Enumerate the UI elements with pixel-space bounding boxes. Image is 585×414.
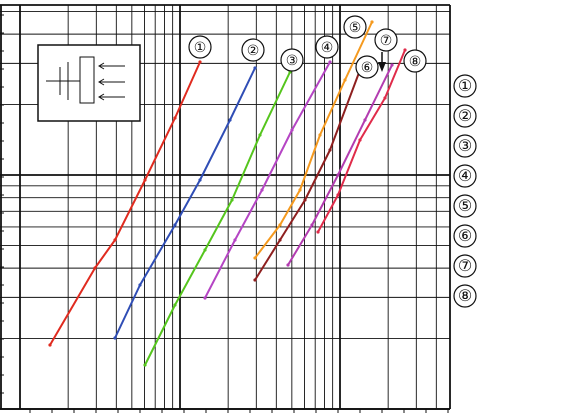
legend-label: ⑦ bbox=[457, 256, 473, 275]
series-point-5 bbox=[370, 20, 374, 24]
series-point-7 bbox=[390, 63, 394, 67]
series-point-3 bbox=[143, 363, 147, 367]
series-label-circle bbox=[188, 35, 212, 59]
series-label: ⑦ bbox=[380, 33, 393, 49]
series-point-7 bbox=[310, 223, 314, 227]
series-point-2 bbox=[173, 223, 177, 227]
series-point-7 bbox=[336, 173, 340, 177]
legend-item: ⑤ bbox=[452, 192, 482, 222]
series-point-2 bbox=[228, 118, 232, 122]
legend-item: ⑧ bbox=[452, 282, 482, 312]
series-point-8 bbox=[383, 96, 387, 100]
series-point-2 bbox=[113, 336, 117, 340]
series-point-2 bbox=[198, 178, 202, 182]
series-label-circle bbox=[374, 28, 398, 52]
series-line-2 bbox=[114, 67, 256, 339]
series-point-4 bbox=[328, 60, 332, 64]
series-label: ④ bbox=[321, 40, 334, 56]
series-point-2 bbox=[253, 66, 257, 70]
series-point-8 bbox=[336, 193, 340, 197]
series-point-6 bbox=[303, 198, 307, 202]
series-label-circle bbox=[241, 38, 265, 62]
legend-label: ① bbox=[457, 76, 473, 95]
legend-item: ③ bbox=[452, 132, 482, 162]
series-layer bbox=[48, 20, 407, 367]
legend-label: ⑥ bbox=[457, 226, 473, 245]
legend-item: ⑥ bbox=[452, 222, 482, 252]
series-line-5 bbox=[254, 21, 373, 259]
series-label: ③ bbox=[286, 53, 299, 69]
legend-item: ① bbox=[452, 72, 482, 102]
series-line-3 bbox=[144, 71, 291, 366]
inset-arrowhead bbox=[98, 93, 105, 101]
series-label-circle bbox=[403, 49, 427, 73]
series-point-2 bbox=[138, 283, 142, 287]
series-point-6 bbox=[328, 148, 332, 152]
legend-item: ② bbox=[452, 102, 482, 132]
series-point-3 bbox=[203, 248, 207, 252]
series-label-circle bbox=[355, 55, 379, 79]
series-label: ① bbox=[194, 40, 207, 56]
series-label-circle bbox=[315, 35, 339, 59]
series-point-4 bbox=[260, 188, 264, 192]
series-point-5 bbox=[278, 223, 282, 227]
legend-label: ② bbox=[457, 106, 473, 125]
series-point-5 bbox=[298, 188, 302, 192]
series-label: ⑥ bbox=[361, 60, 374, 76]
series-point-5 bbox=[253, 256, 257, 260]
legend-item: ⑦ bbox=[452, 252, 482, 282]
series-point-6 bbox=[278, 238, 282, 242]
series-point-1 bbox=[143, 178, 147, 182]
series-point-5 bbox=[318, 133, 322, 137]
series-point-6 bbox=[253, 278, 257, 282]
series-point-4 bbox=[233, 238, 237, 242]
circled-labels-layer: ① ② ③ ④⑤ ⑥⑦⑧ bbox=[188, 15, 427, 79]
legend-item: ④ bbox=[452, 162, 482, 192]
series-label-circle bbox=[343, 15, 367, 39]
series-point-3 bbox=[258, 133, 262, 137]
series-point-1 bbox=[198, 60, 202, 64]
series-label: ② bbox=[247, 43, 260, 59]
series-point-8 bbox=[316, 230, 320, 234]
series-point-1 bbox=[113, 238, 117, 242]
series-point-8 bbox=[358, 138, 362, 142]
inset-arrowhead bbox=[98, 78, 105, 86]
series-point-7 bbox=[286, 263, 290, 267]
legend-label: ④ bbox=[457, 166, 473, 185]
legend-label: ③ bbox=[457, 136, 473, 155]
series-point-8 bbox=[403, 48, 407, 52]
series-point-4 bbox=[290, 128, 294, 132]
series-line-1 bbox=[49, 61, 201, 346]
series-label: ⑤ bbox=[349, 20, 362, 36]
series-point-7 bbox=[363, 118, 367, 122]
legend-label: ⑧ bbox=[457, 286, 473, 305]
device-inset bbox=[37, 44, 141, 122]
series-point-3 bbox=[230, 198, 234, 202]
series-point-1 bbox=[48, 343, 52, 347]
inset-arrowhead bbox=[98, 62, 105, 70]
legend-label: ⑤ bbox=[457, 196, 473, 215]
inset-block bbox=[79, 56, 95, 104]
series-point-3 bbox=[173, 303, 177, 307]
series-label: ⑧ bbox=[409, 54, 422, 70]
series-point-4 bbox=[203, 296, 207, 300]
series-point-5 bbox=[343, 78, 347, 82]
series-point-1 bbox=[93, 266, 97, 270]
series-label-circle bbox=[280, 48, 304, 72]
series-point-1 bbox=[173, 116, 177, 120]
label-pointer-arrowhead bbox=[378, 62, 386, 72]
